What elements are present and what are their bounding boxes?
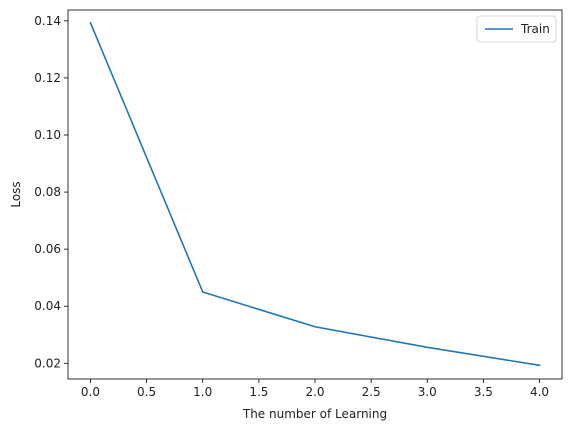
x-tick-label: 1.5 [249,385,268,399]
x-tick-label: 0.0 [81,385,100,399]
y-tick-label: 0.08 [34,185,61,199]
x-tick-label: 4.0 [530,385,549,399]
plot-frame [68,10,562,379]
legend-label-train: Train [520,22,550,36]
x-tick-label: 3.5 [474,385,493,399]
y-tick-label: 0.04 [34,299,61,313]
y-tick-label: 0.06 [34,242,61,256]
y-axis-ticks: 0.02 0.04 0.06 0.08 0.10 0.12 0.14 [34,14,68,370]
x-axis-label: The number of Learning [242,407,387,421]
y-tick-label: 0.14 [34,14,61,28]
x-tick-label: 0.5 [137,385,156,399]
x-tick-label: 2.5 [362,385,381,399]
series-layer [90,23,539,365]
y-tick-label: 0.10 [34,128,61,142]
series-line-train [90,23,539,365]
x-tick-label: 1.0 [193,385,212,399]
y-tick-label: 0.02 [34,356,61,370]
x-tick-label: 3.0 [418,385,437,399]
x-tick-label: 2.0 [305,385,324,399]
y-axis-label: Loss [9,181,23,207]
y-tick-label: 0.12 [34,71,61,85]
legend: Train [477,16,556,42]
x-axis-ticks: 0.0 0.5 1.0 1.5 2.0 2.5 3.0 3.5 4.0 [81,379,549,399]
